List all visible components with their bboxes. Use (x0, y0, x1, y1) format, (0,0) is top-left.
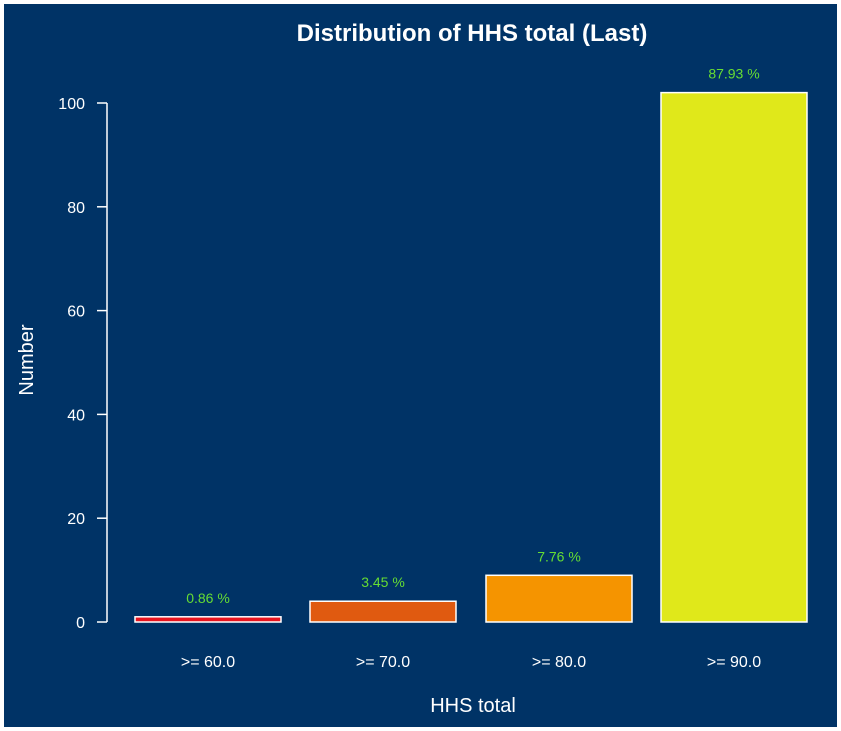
chart-panel: Distribution of HHS total (Last) Number … (4, 4, 837, 727)
y-tick-label: 60 (67, 304, 85, 321)
bar-series (134, 91, 808, 623)
bar (485, 574, 633, 623)
x-tick-label: >= 90.0 (707, 654, 761, 671)
y-axis: 0 20 40 60 80 100 (58, 96, 108, 632)
bar-value-label: 3.45 % (361, 574, 405, 590)
y-tick-label: 100 (58, 96, 85, 113)
x-tick-label: >= 60.0 (181, 654, 235, 671)
y-tick-label: 0 (76, 615, 85, 632)
y-axis-label: Number (16, 324, 38, 395)
y-tick-label: 40 (67, 407, 85, 424)
bar-value-label: 87.93 % (708, 66, 759, 82)
bar-value-labels: 0.86 % 3.45 % 7.76 % 87.93 % (186, 66, 759, 606)
bar (660, 91, 808, 623)
bar-value-label: 0.86 % (186, 590, 230, 606)
bar (309, 600, 457, 623)
x-tick-label: >= 70.0 (356, 654, 410, 671)
y-tick-label: 20 (67, 511, 85, 528)
bar-value-label: 7.76 % (537, 548, 581, 564)
bar-chart: Distribution of HHS total (Last) Number … (16, 20, 808, 717)
x-axis-tick-labels: >= 60.0 >= 70.0 >= 80.0 >= 90.0 (181, 654, 761, 671)
chart-title: Distribution of HHS total (Last) (297, 20, 648, 47)
x-tick-label: >= 80.0 (532, 654, 586, 671)
x-axis-label: HHS total (430, 695, 516, 717)
y-tick-label: 80 (67, 200, 85, 217)
bar (134, 616, 282, 623)
